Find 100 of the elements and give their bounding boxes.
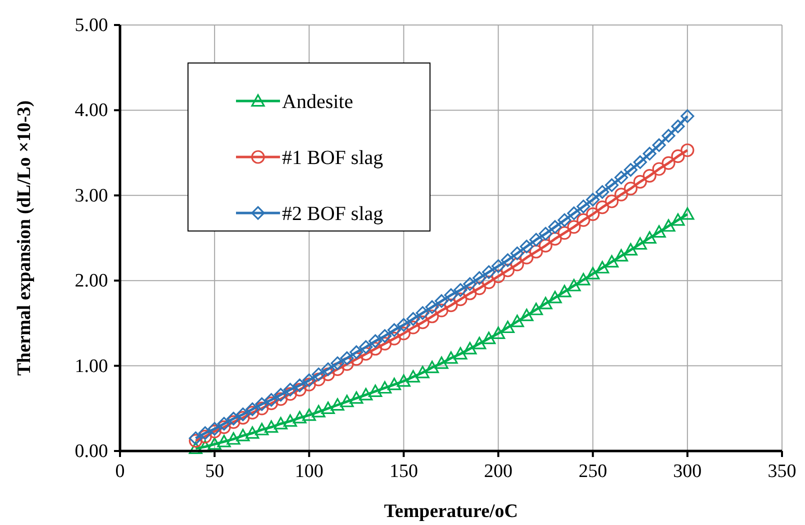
point — [510, 258, 524, 272]
point — [330, 398, 344, 411]
point — [529, 232, 543, 247]
point — [312, 405, 326, 418]
point — [586, 192, 600, 206]
point — [604, 178, 619, 192]
point — [586, 266, 600, 280]
point — [633, 155, 647, 169]
point — [359, 388, 373, 400]
point — [396, 318, 411, 332]
x-tick-label: 350 — [768, 461, 796, 482]
point — [340, 394, 354, 408]
point — [604, 255, 619, 268]
point — [188, 434, 202, 448]
point — [330, 362, 344, 376]
legend-label: #2 BOF slag — [282, 203, 384, 225]
point — [226, 432, 240, 445]
point — [321, 368, 335, 382]
point — [340, 351, 354, 365]
point — [596, 261, 610, 274]
point — [416, 366, 430, 378]
point — [359, 340, 373, 354]
y-tick-label: 3.00 — [74, 185, 108, 206]
point — [548, 232, 562, 246]
point — [538, 296, 552, 310]
point — [396, 374, 411, 387]
point — [255, 397, 269, 411]
point — [548, 290, 562, 304]
point — [302, 408, 316, 421]
point — [671, 120, 685, 134]
point — [198, 430, 212, 444]
x-tick-label: 200 — [484, 461, 513, 482]
point — [652, 138, 666, 152]
point — [368, 384, 382, 397]
point — [283, 382, 298, 396]
point — [491, 270, 506, 284]
point — [680, 207, 694, 220]
point — [558, 226, 572, 240]
point — [576, 200, 590, 214]
point — [312, 368, 326, 382]
x-tick-label: 250 — [578, 461, 608, 482]
point — [226, 412, 240, 426]
point — [255, 402, 269, 416]
point — [500, 253, 515, 267]
point — [236, 428, 250, 442]
point — [463, 277, 477, 291]
point — [246, 402, 260, 416]
x-tick-label: 0 — [115, 461, 125, 482]
point — [330, 356, 344, 370]
x-tick-label: 150 — [389, 461, 418, 482]
point — [454, 347, 468, 360]
point — [387, 332, 402, 346]
point — [378, 336, 392, 350]
point — [274, 388, 288, 402]
point — [444, 351, 458, 364]
point — [208, 437, 222, 450]
y-tick-label: 2.00 — [74, 270, 108, 292]
point — [482, 276, 496, 290]
point — [482, 332, 496, 344]
point — [340, 357, 354, 371]
y-tick-label: 4.00 — [74, 100, 108, 122]
point — [208, 422, 222, 436]
point — [321, 362, 335, 376]
point — [558, 213, 572, 227]
point — [217, 434, 231, 448]
point — [226, 415, 240, 429]
x-tick-label: 100 — [294, 461, 324, 482]
point — [633, 237, 647, 250]
point — [624, 243, 638, 256]
point — [633, 174, 647, 189]
point — [662, 219, 676, 232]
point — [264, 396, 278, 410]
point — [567, 220, 581, 234]
point — [255, 422, 269, 436]
point — [642, 169, 656, 183]
point — [520, 250, 534, 264]
point — [236, 408, 250, 422]
point — [652, 225, 666, 238]
point — [312, 372, 326, 386]
point — [406, 370, 420, 382]
point — [246, 406, 260, 420]
point — [642, 231, 656, 244]
point — [529, 302, 543, 316]
legend-label: Andesite — [282, 91, 354, 113]
point — [491, 259, 506, 273]
point — [520, 240, 534, 254]
point — [425, 300, 439, 314]
point — [406, 312, 420, 326]
point — [188, 431, 202, 446]
point — [434, 294, 448, 308]
point — [425, 360, 439, 374]
point — [321, 402, 335, 414]
x-tick-label: 50 — [205, 461, 224, 482]
point — [662, 156, 676, 170]
point — [538, 226, 552, 241]
point — [283, 387, 298, 401]
point — [416, 316, 430, 330]
point — [350, 345, 364, 359]
point — [368, 342, 382, 356]
point — [576, 272, 590, 286]
